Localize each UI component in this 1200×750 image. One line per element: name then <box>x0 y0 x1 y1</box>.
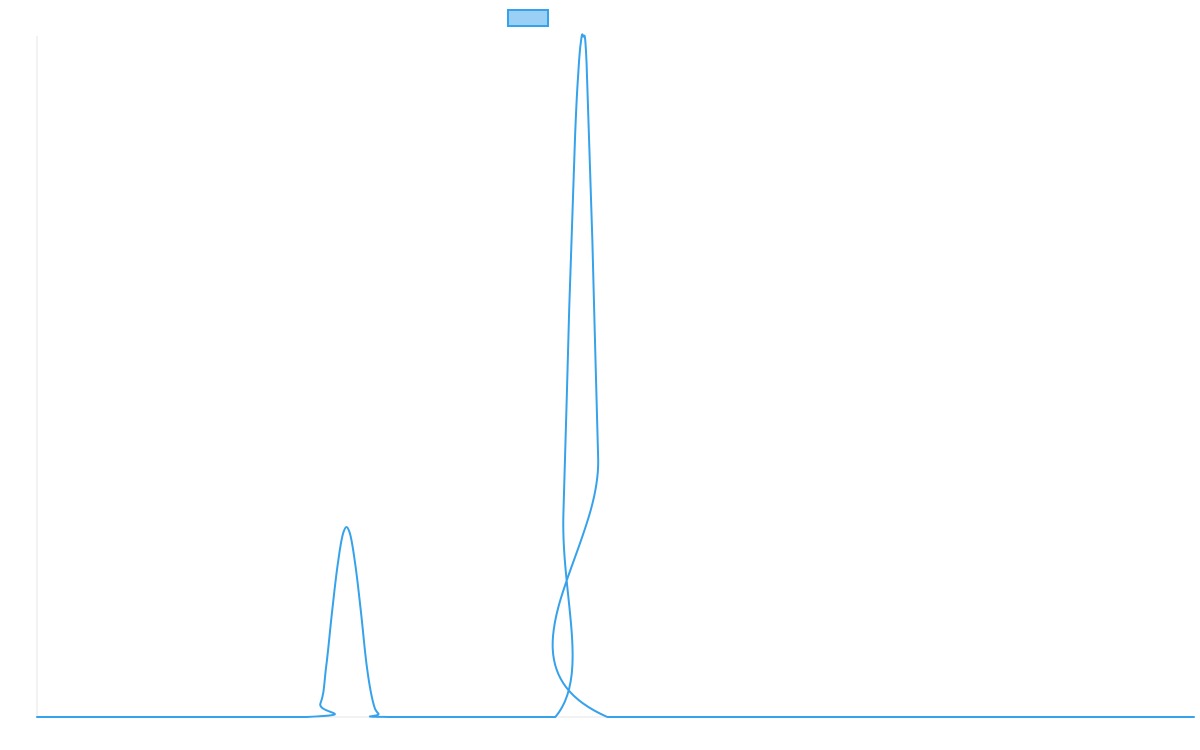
axes <box>36 36 1194 718</box>
legend[interactable] <box>507 9 549 27</box>
series-line-0 <box>36 33 1195 719</box>
legend-swatch-0[interactable] <box>507 9 549 27</box>
series-layer <box>36 33 1195 719</box>
